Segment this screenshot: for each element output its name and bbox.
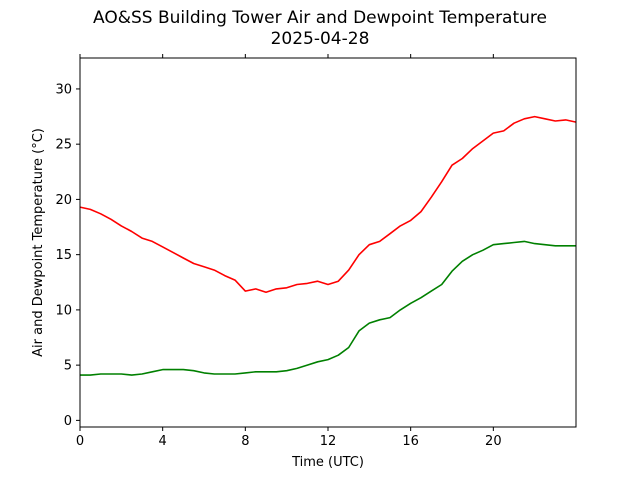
y-tick-label: 15 (55, 248, 72, 263)
y-tick-label: 0 (64, 414, 72, 429)
y-tick-label: 10 (55, 303, 72, 318)
series-line-1 (80, 240, 576, 376)
series-line-0 (79, 115, 577, 294)
x-tick-label: 4 (159, 434, 167, 449)
y-tick-label: 30 (55, 82, 72, 97)
y-tick-label: 20 (55, 193, 72, 208)
y-tick-label: 25 (55, 138, 72, 153)
chart-title: AO&SS Building Tower Air and Dewpoint Te… (92, 8, 547, 28)
x-axis-label: Time (UTC) (291, 455, 364, 470)
y-tick-label: 5 (64, 359, 72, 374)
x-tick-label: 8 (241, 434, 249, 449)
x-tick-label: 12 (320, 434, 337, 449)
x-tick-label: 16 (402, 434, 419, 449)
y-axis-label: Air and Dewpoint Temperature (°C) (31, 128, 46, 357)
ticks-layer: 0 4 8 12 16 20 0 5 10 15 20 25 30 (55, 54, 502, 449)
x-tick-label: 0 (76, 434, 84, 449)
series-layer (79, 115, 577, 376)
x-tick-label: 20 (485, 434, 502, 449)
chart-subtitle: 2025-04-28 (270, 29, 370, 49)
